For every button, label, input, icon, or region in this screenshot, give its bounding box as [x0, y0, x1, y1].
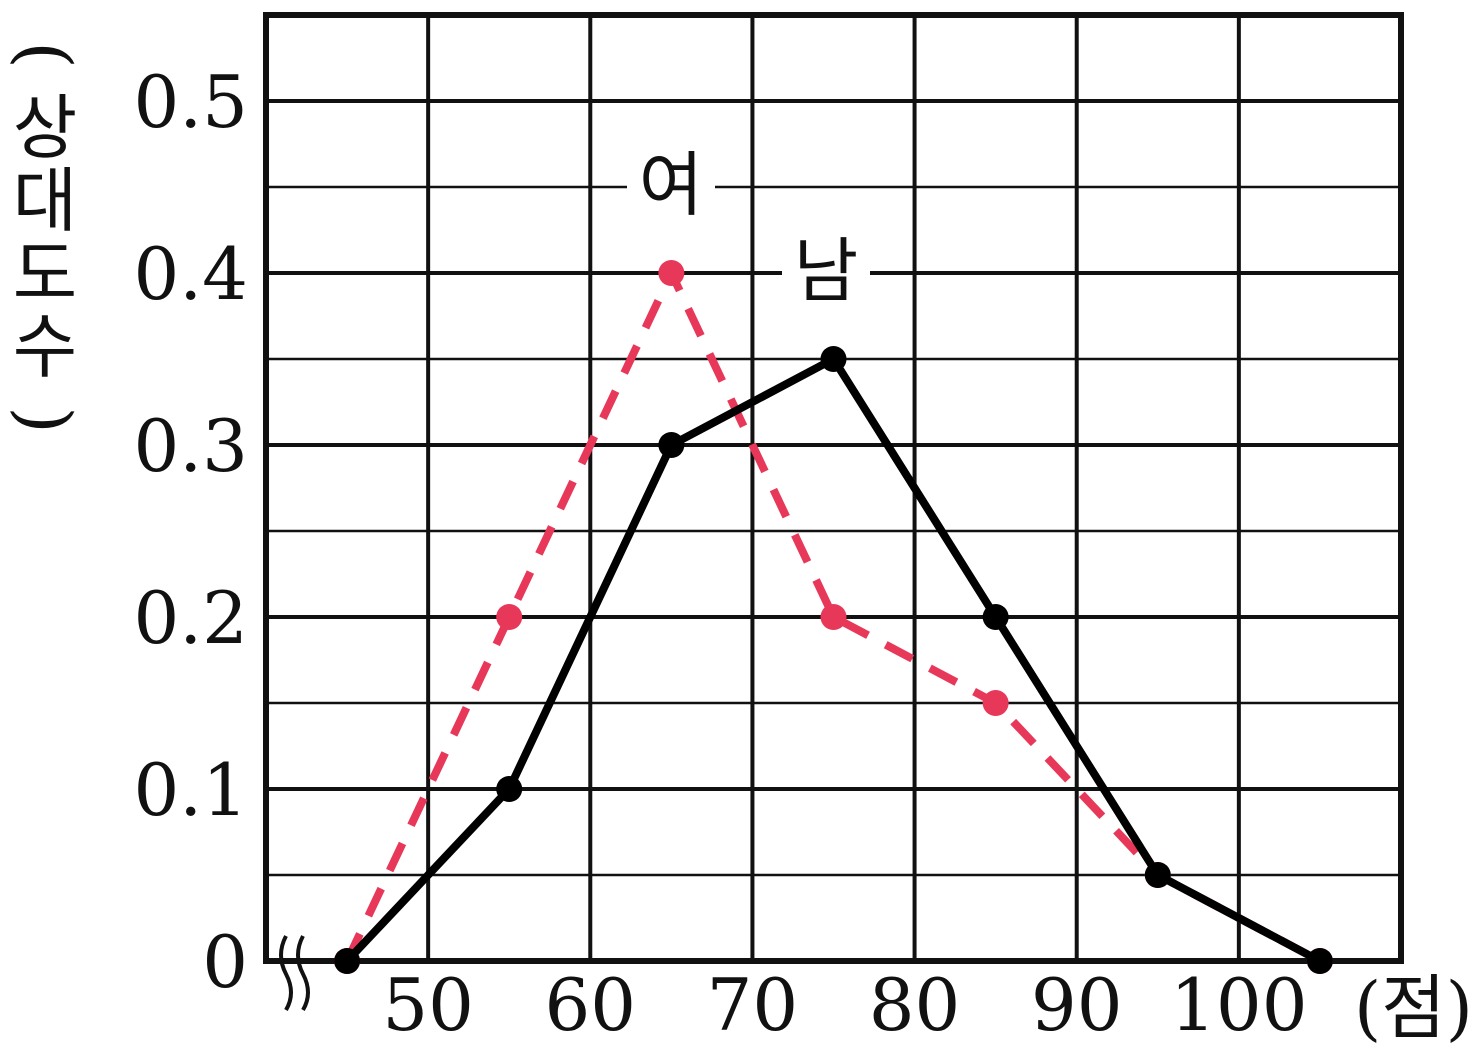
data-point-남	[820, 346, 847, 372]
x-tick-labels: 50 60 70 80 90 100	[382, 963, 1307, 1047]
y-tick-labels: 0 0.1 0.2 0.3 0.4 0.5	[133, 60, 248, 1004]
x-tick-label: 50	[382, 963, 474, 1047]
y-axis-title-char: 도	[13, 233, 77, 315]
data-point-남	[334, 948, 361, 974]
series-label-여: 여	[639, 144, 703, 226]
y-axis-title-char: 수	[13, 306, 77, 388]
plot-frame	[263, 12, 1404, 964]
x-tick-label: 100	[1170, 963, 1307, 1047]
data-point-여	[658, 260, 685, 286]
x-tick-label: 80	[869, 963, 961, 1047]
series-label-background	[627, 143, 715, 227]
x-tick-label: 90	[1031, 963, 1123, 1047]
series-line-남	[344, 355, 1322, 965]
data-point-여	[820, 604, 847, 630]
data-point-여	[496, 604, 523, 630]
grid	[266, 15, 1401, 961]
series-label-남: 남	[794, 230, 858, 312]
y-axis-title-char: 대	[13, 160, 77, 242]
data-point-남	[496, 776, 523, 802]
series-layer	[334, 260, 1333, 974]
data-point-여	[982, 690, 1009, 716]
y-tick-label: 0.1	[133, 748, 248, 832]
data-point-남	[658, 432, 685, 458]
y-axis-title-char: 상	[13, 87, 77, 169]
x-tick-label: 60	[544, 963, 636, 1047]
x-tick-label: 70	[707, 963, 799, 1047]
x-axis-break-mark	[279, 935, 310, 1012]
y-tick-label: 0.3	[133, 404, 248, 488]
x-axis-title: (점)	[1354, 967, 1473, 1049]
y-tick-label: 0.4	[133, 232, 248, 316]
y-axis-title-char: (	[4, 41, 86, 68]
y-tick-label: 0.5	[133, 60, 248, 144]
y-axis-title-char: )	[4, 406, 86, 433]
y-tick-label: 0	[202, 920, 248, 1004]
y-tick-label: 0.2	[133, 576, 248, 660]
data-point-남	[1306, 948, 1333, 974]
data-point-남	[1144, 862, 1171, 888]
series-label-background	[782, 229, 870, 313]
data-point-남	[982, 604, 1009, 630]
